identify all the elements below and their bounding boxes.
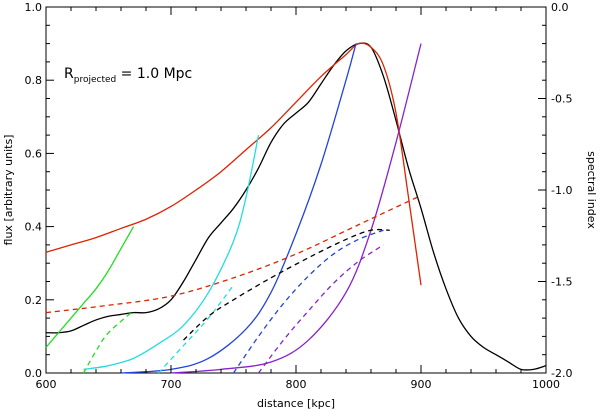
y-right-tick-label: 0.0 xyxy=(551,1,569,14)
y-right-tick-label: -0.5 xyxy=(551,93,572,106)
series-spectral-index-red xyxy=(45,194,422,314)
y-left-tick-label: 0.6 xyxy=(25,147,43,160)
y-left-tick-label: 0.8 xyxy=(25,74,43,87)
plot-frame xyxy=(45,6,547,374)
y-axis-title-right: spectral index xyxy=(585,151,598,229)
x-tick-label: 900 xyxy=(411,378,432,391)
y-right-tick-label: -1.0 xyxy=(551,184,572,197)
y-axis-title-left: flux [arbitrary units] xyxy=(2,135,15,246)
series-spectral-index-purple xyxy=(257,244,384,374)
series-flux-blue xyxy=(120,43,357,374)
x-tick-label: 800 xyxy=(286,378,307,391)
annotation-subscript: projected xyxy=(74,75,117,85)
series-total-flux xyxy=(45,42,547,371)
annotation-rest: = 1.0 Mpc xyxy=(116,66,192,82)
y-right-tick-label: -1.5 xyxy=(551,276,572,289)
tick-labels: 600 700 800 900 1000 0.0 0.2 0.4 0.6 0.8 1.0 -2.0 -1… xyxy=(25,1,573,391)
y-right-tick-label: -2.0 xyxy=(551,367,572,380)
annotation-label: Rprojected = 1.0 Mpc xyxy=(64,66,192,85)
series-flux-purple xyxy=(170,43,422,374)
series-flux-green xyxy=(45,226,135,348)
series-flux-red xyxy=(45,42,422,286)
x-tick-label: 1000 xyxy=(532,378,560,391)
series-spectral-index-green xyxy=(82,310,134,374)
y-left-tick-label: 0.4 xyxy=(25,221,43,234)
ticks xyxy=(45,6,547,374)
x-tick-label: 700 xyxy=(161,378,182,391)
series-spectral-index-cyan xyxy=(158,284,235,374)
series-spectral-index-black xyxy=(183,228,390,341)
series-flux-cyan xyxy=(83,134,260,370)
series-spectral-index-blue xyxy=(232,229,384,374)
y-left-tick-label: 0.0 xyxy=(25,367,43,380)
curves xyxy=(45,42,547,374)
x-axis-title: distance [kpc] xyxy=(257,397,335,410)
annotation-main: R xyxy=(64,66,74,82)
y-left-tick-label: 1.0 xyxy=(25,1,43,14)
y-left-tick-label: 0.2 xyxy=(25,294,43,307)
x-tick-label: 600 xyxy=(36,378,57,391)
